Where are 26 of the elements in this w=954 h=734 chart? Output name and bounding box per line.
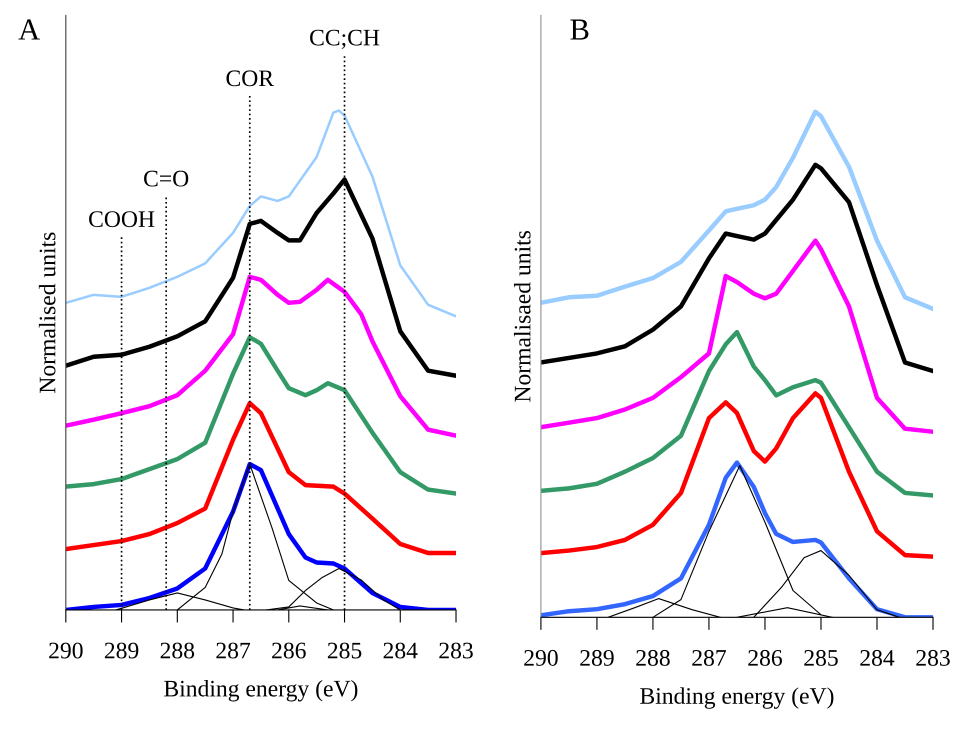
x-tick-label: 286 <box>272 642 306 659</box>
x-tick-label: 286 <box>748 650 782 666</box>
x-tick-label: 287 <box>692 650 726 666</box>
chart-title: A <box>18 19 40 40</box>
ref-line-label: COR <box>226 70 274 86</box>
x-tick-label: 287 <box>216 642 250 659</box>
ref-line-label: C=O <box>144 170 188 187</box>
x-tick-label: 285 <box>328 642 362 659</box>
x-tick-label: 289 <box>104 642 138 659</box>
ref-line-label: COOH <box>89 211 154 228</box>
x-tick-label: 289 <box>580 650 614 666</box>
x-tick-label: 290 <box>49 642 83 659</box>
x-tick-label: 288 <box>160 642 194 659</box>
x-tick-label: 288 <box>636 650 670 666</box>
x-axis-title: Binding energy (eV) <box>164 680 358 702</box>
y-axis-title: Normalised units <box>38 232 56 393</box>
y-axis-title: Normalisaed units <box>514 230 531 402</box>
x-tick-label: 290 <box>524 650 558 666</box>
ref-line-label: CC;CH <box>310 30 380 49</box>
chart-title: B <box>570 20 588 40</box>
x-tick-label: 283 <box>439 642 473 659</box>
x-tick-label: 284 <box>860 650 894 666</box>
x-tick-label: 283 <box>916 650 950 666</box>
x-tick-label: 285 <box>804 650 838 666</box>
x-axis-title: Binding energy (eV) <box>640 687 834 709</box>
x-tick-label: 284 <box>384 642 418 659</box>
